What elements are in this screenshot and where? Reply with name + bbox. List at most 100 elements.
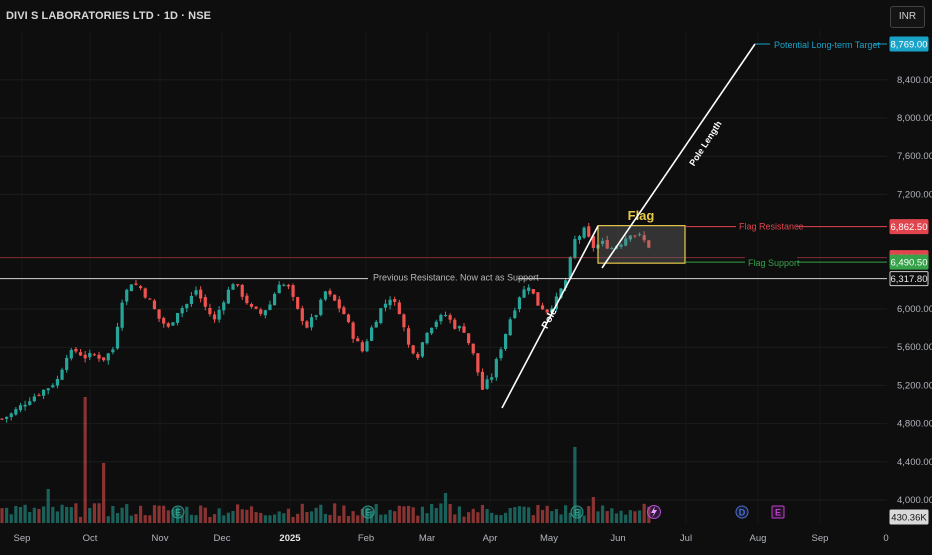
candle xyxy=(143,288,147,298)
volume-bar xyxy=(624,514,628,523)
volume-bar xyxy=(203,507,207,523)
event-marker-label: E xyxy=(175,508,181,518)
candle xyxy=(494,359,498,378)
candle xyxy=(222,302,226,311)
volume-bar xyxy=(143,515,147,523)
volume-bar xyxy=(411,507,415,523)
candle xyxy=(642,235,646,241)
target-price-tag: 8,769.00 xyxy=(891,40,928,51)
volume-bar xyxy=(467,512,471,523)
candle xyxy=(171,322,175,326)
volume-bar xyxy=(134,514,138,523)
x-tick-label: Aug xyxy=(750,533,767,544)
candle xyxy=(503,333,508,350)
candle xyxy=(610,248,614,250)
volume-bar xyxy=(171,509,175,523)
candle xyxy=(550,308,554,313)
event-marker xyxy=(570,505,584,519)
volume-bar xyxy=(263,515,267,523)
candle xyxy=(226,289,230,304)
volume-bar xyxy=(282,513,286,523)
volume-bar xyxy=(374,504,378,523)
volume-bar xyxy=(573,447,577,523)
volume-bar xyxy=(379,514,383,523)
volume-bar xyxy=(550,511,554,523)
volume-bar xyxy=(268,515,272,523)
price-tag-background xyxy=(889,36,929,52)
price-tag-background xyxy=(889,271,929,287)
volume-bar xyxy=(226,512,230,523)
volume-bar xyxy=(490,512,494,523)
volume-bar xyxy=(189,514,194,523)
candle xyxy=(300,308,304,321)
volume-bar xyxy=(365,508,369,523)
candle xyxy=(245,295,249,304)
volume-bar xyxy=(152,505,157,523)
candle xyxy=(365,341,369,352)
candle xyxy=(23,404,27,407)
candle xyxy=(152,300,157,310)
candle xyxy=(231,284,235,290)
volume-bar xyxy=(333,503,337,523)
flag-box xyxy=(597,225,686,264)
price-tag-background xyxy=(889,254,929,270)
candle xyxy=(263,310,267,316)
candle xyxy=(374,321,378,328)
candle xyxy=(471,343,475,354)
candle xyxy=(554,296,558,309)
candle xyxy=(74,348,78,352)
candle xyxy=(134,283,138,285)
volume-bar xyxy=(342,505,346,523)
volume-bar xyxy=(420,506,425,523)
volume-bar xyxy=(55,511,60,523)
candle xyxy=(467,333,471,344)
volume-bar xyxy=(115,513,120,523)
candle xyxy=(102,357,106,361)
y-tick-label: 8,400.00 xyxy=(897,75,932,86)
volume-bar xyxy=(157,505,161,523)
y-tick-label: 6,000.00 xyxy=(897,304,932,315)
candle xyxy=(309,317,314,328)
volume-bar xyxy=(462,516,466,523)
y-tick-label: 7,200.00 xyxy=(897,189,932,200)
volume-bar xyxy=(406,505,411,523)
event-marker xyxy=(361,505,375,519)
candle xyxy=(129,284,133,292)
pole-line xyxy=(501,225,599,409)
volume-bar xyxy=(476,512,480,523)
candle xyxy=(333,294,337,301)
volume-bar xyxy=(554,509,558,523)
currency-button[interactable]: INR xyxy=(890,6,925,28)
candle xyxy=(240,284,244,297)
candle xyxy=(536,292,540,306)
lightning-icon xyxy=(651,506,657,518)
volume-bar xyxy=(434,508,438,523)
volume-bar xyxy=(453,514,457,523)
y-tick-label: 4,000.00 xyxy=(897,495,932,506)
candle xyxy=(65,357,69,370)
flag-support-label: Flag Support xyxy=(748,258,800,268)
volume-bar xyxy=(83,397,87,523)
volume-bar xyxy=(601,505,605,523)
volume-bar xyxy=(296,513,300,523)
volume-bar xyxy=(517,506,522,523)
volume-bar xyxy=(540,509,545,523)
candle xyxy=(485,379,489,389)
candle xyxy=(490,377,494,380)
x-tick-label: 0 xyxy=(883,533,888,544)
candle xyxy=(601,240,605,244)
candle xyxy=(148,298,152,300)
volume-bar xyxy=(111,505,115,523)
candle xyxy=(203,297,207,307)
volume-bar xyxy=(619,510,623,523)
candle xyxy=(236,284,240,286)
candle xyxy=(139,286,143,289)
candle xyxy=(647,240,651,248)
y-tick-label: 5,600.00 xyxy=(897,342,932,353)
volume-bar xyxy=(120,507,124,523)
candle xyxy=(272,293,277,306)
candle xyxy=(388,299,392,306)
volume-bar xyxy=(582,515,586,523)
